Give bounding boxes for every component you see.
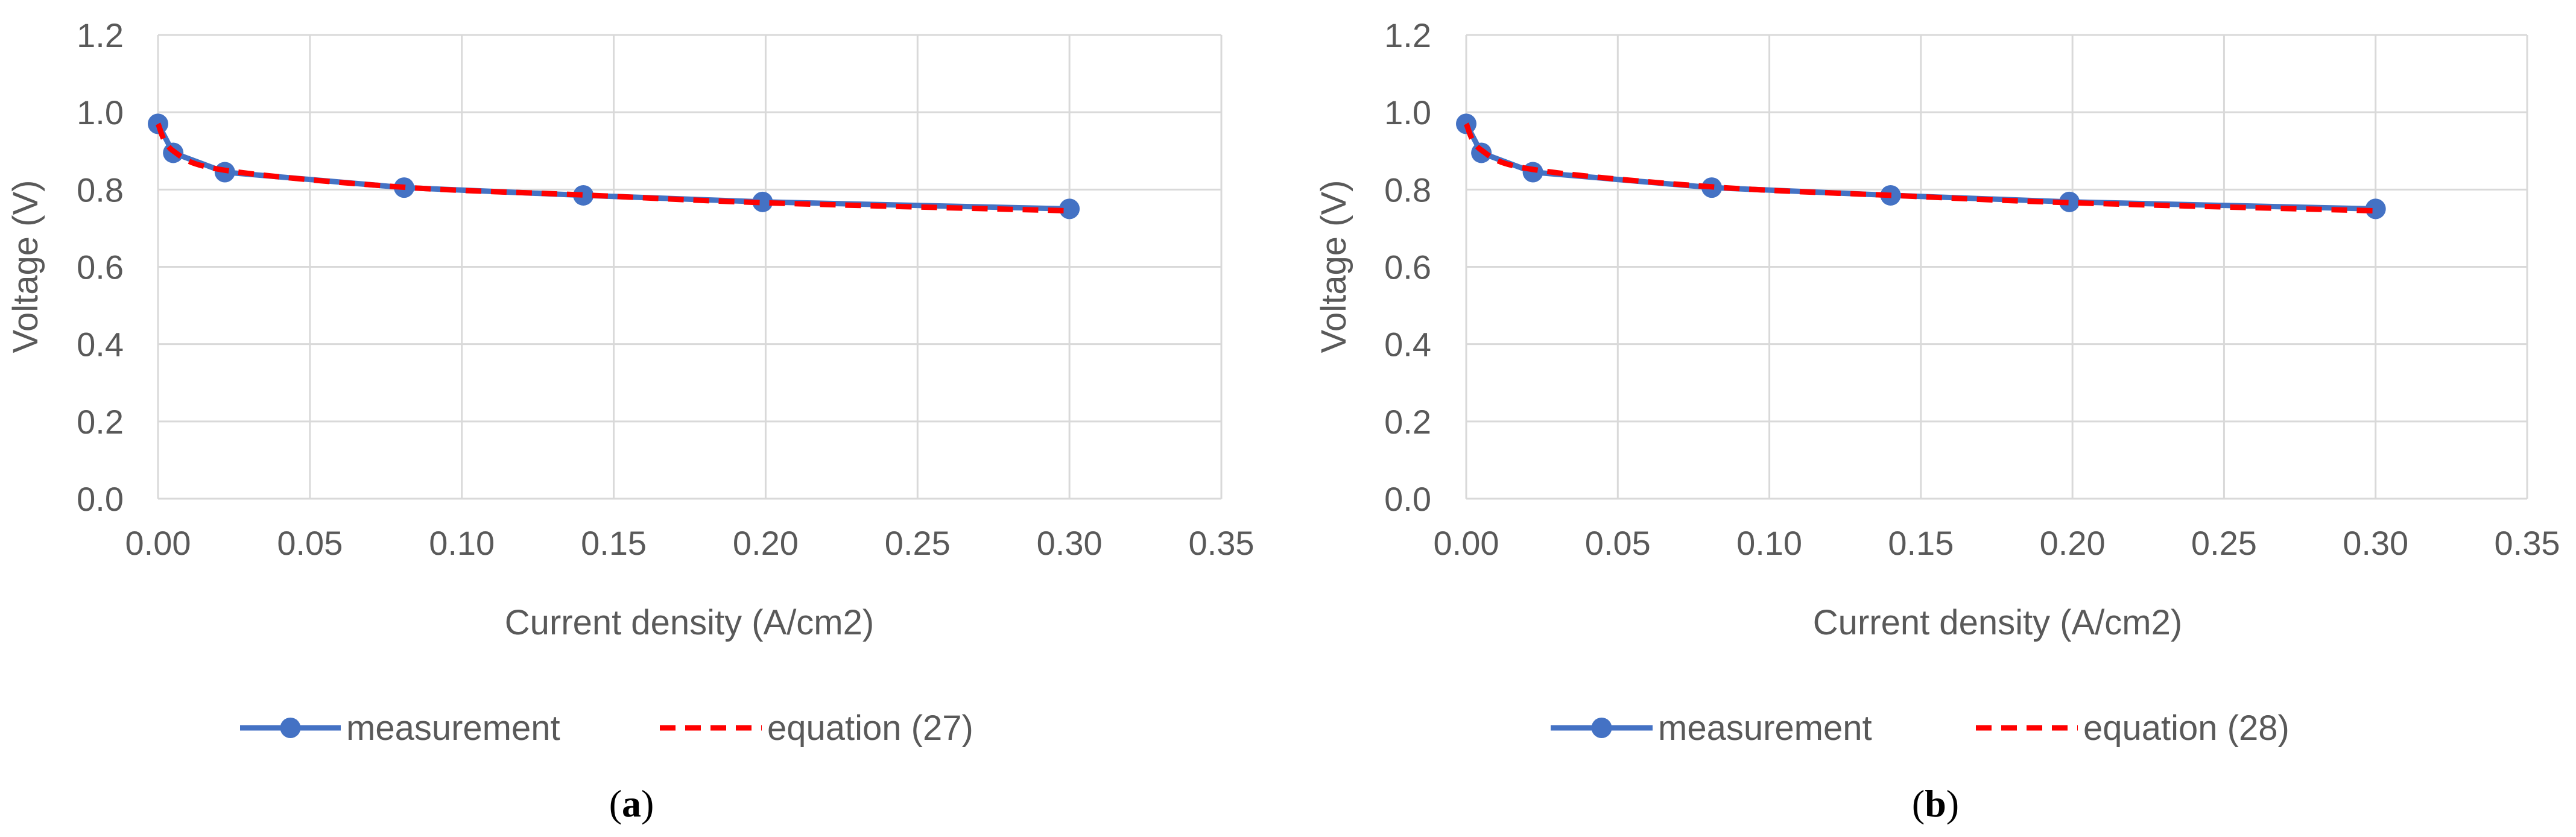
measurement-point — [1059, 198, 1080, 220]
measurement-point — [1456, 113, 1476, 134]
y-axis-title: Voltage (V) — [1314, 180, 1353, 353]
gridlines — [157, 34, 1223, 500]
series-equation — [155, 122, 1070, 214]
y-tick-label: 0.2 — [1384, 403, 1431, 441]
y-axis-title: Voltage (V) — [6, 180, 45, 353]
gridlines — [1465, 34, 2528, 500]
x-tick-label: 0.10 — [1736, 524, 1802, 562]
x-tick-label: 0.10 — [429, 524, 495, 562]
legend-label-measurement: measurement — [346, 709, 560, 748]
y-axis-ticks: 0.0 0.2 0.4 0.6 0.8 1.0 1.2 — [77, 16, 124, 518]
panel-label-b: (b) — [1912, 782, 1959, 825]
x-axis-title: Current density (A/cm2) — [505, 603, 874, 642]
x-tick-label: 0.15 — [581, 524, 647, 562]
y-tick-label: 0.6 — [1384, 248, 1431, 286]
x-tick-label: 0.30 — [1037, 524, 1103, 562]
y-tick-label: 0.4 — [1384, 326, 1431, 364]
chart-panel-a: (a) 0.0 0.2 0.4 0.6 0.8 1.0 1.2 0.00 0.05 0.10 0.1… — [6, 16, 1255, 825]
x-tick-label: 0.25 — [2191, 524, 2257, 562]
series-equation — [1463, 122, 2376, 214]
legend-marker-measurement — [1591, 718, 1612, 738]
y-tick-label: 0.0 — [77, 480, 124, 518]
y-tick-label: 0.6 — [77, 248, 124, 286]
legend-label-equation: equation (28) — [2083, 709, 2290, 748]
x-tick-label: 0.00 — [1434, 524, 1499, 562]
legend-item-measurement: measurement — [1551, 709, 1872, 748]
legend-item-measurement: measurement — [240, 709, 560, 748]
y-tick-label: 0.2 — [77, 403, 124, 441]
y-axis-ticks: 0.0 0.2 0.4 0.6 0.8 1.0 1.2 — [1384, 16, 1431, 518]
y-tick-label: 0.4 — [77, 326, 124, 364]
x-tick-label: 0.05 — [1585, 524, 1651, 562]
x-tick-label: 0.20 — [733, 524, 799, 562]
y-tick-label: 0.8 — [77, 171, 124, 209]
legend-item-equation: equation (28) — [1976, 709, 2290, 748]
x-axis-title: Current density (A/cm2) — [1813, 603, 2182, 642]
y-tick-label: 1.2 — [77, 16, 124, 54]
measurement-point — [2365, 198, 2386, 220]
equation-line — [155, 122, 1070, 214]
equation-line — [1463, 122, 2376, 214]
legend: measurement equation (27) — [240, 709, 973, 748]
panel-label-a: (a) — [609, 782, 654, 825]
legend-item-equation: equation (27) — [660, 709, 973, 748]
chart-panel-b: (b) 0.0 0.2 0.4 0.6 0.8 1.0 1.2 0.00 0.05 0.10 0.1… — [1314, 16, 2560, 825]
x-tick-label: 0.20 — [2040, 524, 2106, 562]
y-tick-label: 0.8 — [1384, 171, 1431, 209]
legend-label-measurement: measurement — [1658, 709, 1872, 748]
x-tick-label: 0.30 — [2343, 524, 2408, 562]
x-axis-ticks: 0.00 0.05 0.10 0.15 0.20 0.25 0.30 0.35 — [125, 524, 1255, 562]
x-tick-label: 0.35 — [2495, 524, 2560, 562]
measurement-point — [752, 191, 773, 212]
measurement-point — [148, 113, 168, 134]
x-axis-ticks: 0.00 0.05 0.10 0.15 0.20 0.25 0.30 0.35 — [1434, 524, 2560, 562]
legend-label-equation: equation (27) — [767, 709, 973, 748]
x-tick-label: 0.05 — [277, 524, 343, 562]
legend: measurement equation (28) — [1551, 709, 2290, 748]
measurement-point — [2059, 191, 2080, 212]
y-tick-label: 1.0 — [77, 93, 124, 131]
x-tick-label: 0.35 — [1189, 524, 1255, 562]
x-tick-label: 0.25 — [885, 524, 951, 562]
x-tick-label: 0.15 — [1888, 524, 1954, 562]
y-tick-label: 0.0 — [1384, 480, 1431, 518]
measurement-point — [573, 185, 594, 206]
y-tick-label: 1.2 — [1384, 16, 1431, 54]
legend-marker-measurement — [280, 718, 301, 738]
y-tick-label: 1.0 — [1384, 93, 1431, 131]
x-tick-label: 0.00 — [125, 524, 191, 562]
